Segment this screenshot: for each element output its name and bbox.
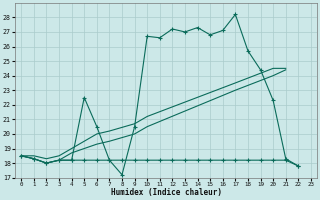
X-axis label: Humidex (Indice chaleur): Humidex (Indice chaleur) (111, 188, 221, 197)
